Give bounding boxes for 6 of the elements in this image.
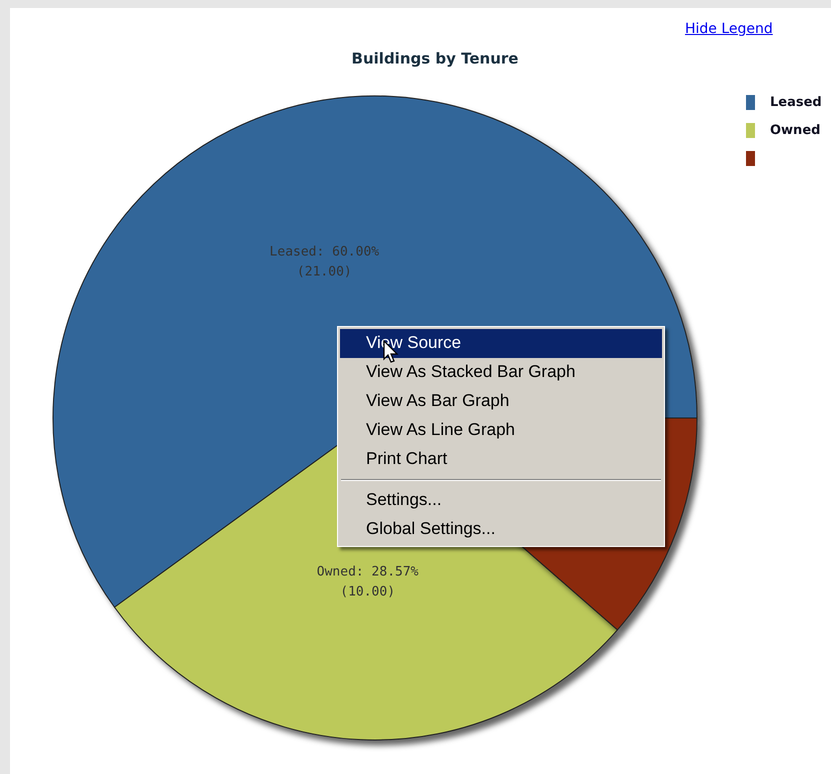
- data-label: Owned: 28.57% (10.00): [316, 564, 419, 600]
- legend-label: Leased: [769, 94, 822, 112]
- legend-label: Owned: [769, 122, 822, 140]
- chart-title: Buildings by Tenure: [352, 50, 518, 68]
- text: Hide Legend: [685, 21, 773, 37]
- data-label: Leased: 60.00% (21.00): [270, 244, 380, 280]
